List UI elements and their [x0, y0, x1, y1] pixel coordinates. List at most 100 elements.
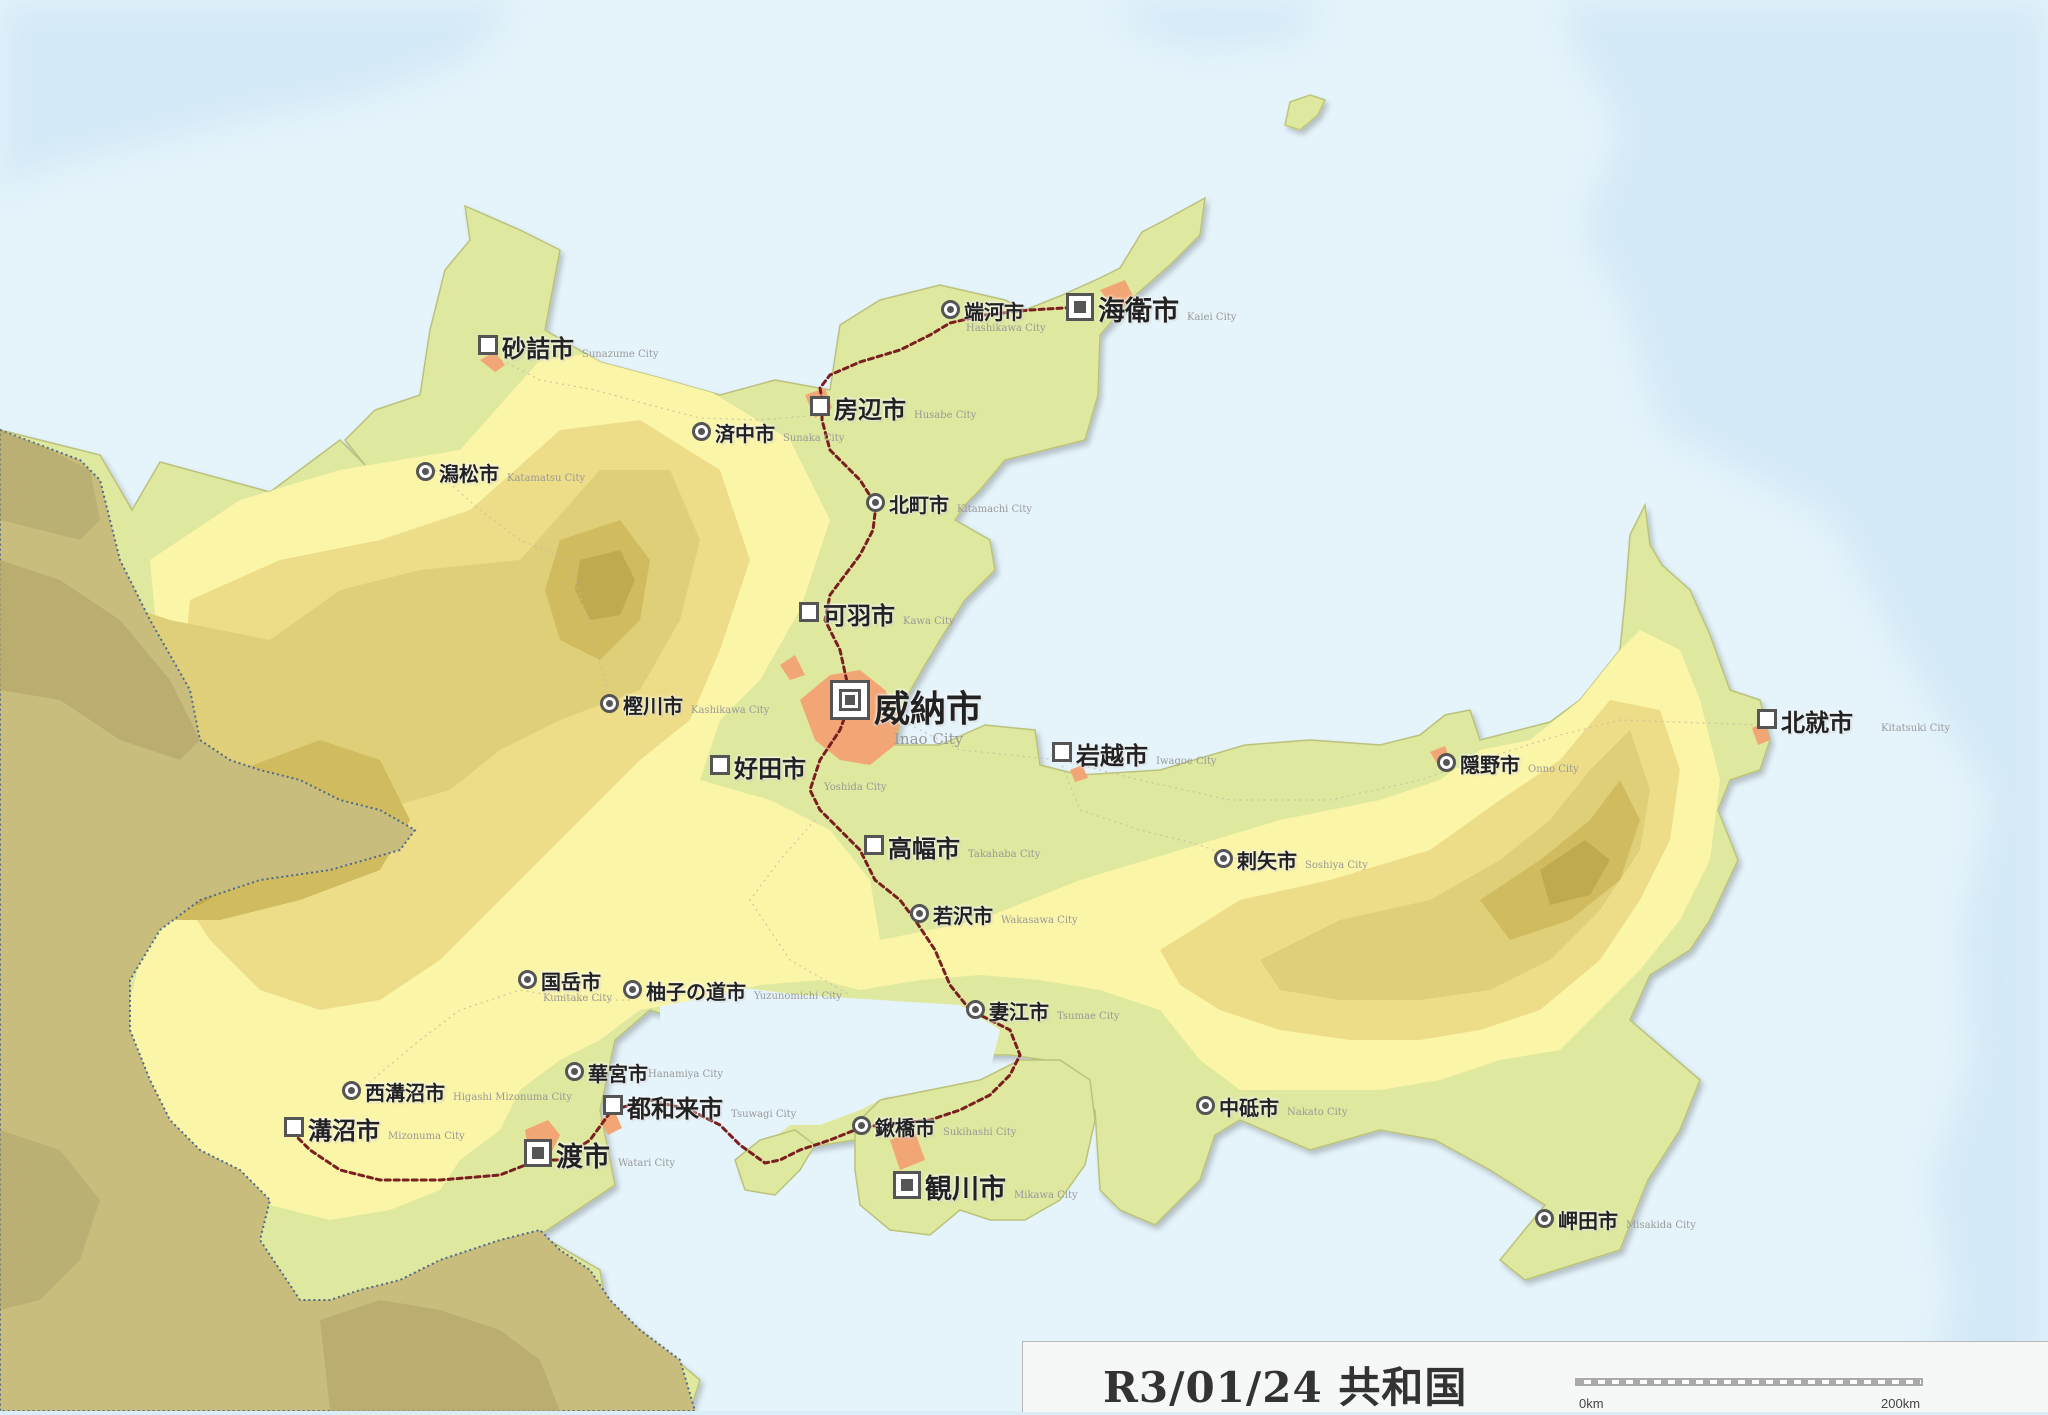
city-iwagoe[interactable]: 岩越市 Iwagoe City	[1052, 736, 1217, 771]
city-name-jp: 剌矢市	[1237, 849, 1297, 873]
railway	[293, 305, 1082, 1182]
city-mikawa[interactable]: 観川市 Mikawa City	[893, 1167, 1078, 1206]
city-name-en: Yuzunomichi City	[754, 991, 842, 1002]
town-marker-icon	[600, 694, 619, 713]
city-katamatsu[interactable]: 潟松市 Katamatsu City	[416, 458, 585, 487]
city-name-jp: 溝沼市	[308, 1116, 380, 1145]
city-name-jp: 可羽市	[823, 601, 895, 630]
city-hanamiya[interactable]: 華宮市 Hanamiya City	[565, 1058, 724, 1086]
city-name-jp: 渡市	[556, 1142, 610, 1173]
foreign-territory	[0, 428, 697, 1411]
city-name-en: Hanamiya City	[648, 1069, 724, 1080]
city-watari[interactable]: 渡市 Watari City	[524, 1135, 675, 1174]
city-marker-icon	[603, 1095, 623, 1115]
town-marker-icon	[623, 980, 642, 999]
minor-roads	[359, 351, 1761, 1091]
scale-label-start: 0km	[1579, 1396, 1604, 1411]
city-kawa[interactable]: 可羽市 Kawa City	[799, 596, 955, 631]
city-name-jp: 都和来市	[627, 1094, 723, 1123]
railway-line	[293, 305, 1082, 1182]
city-soshiya[interactable]: 剌矢市 Soshiya City	[1214, 845, 1368, 874]
city-marker-icon	[284, 1117, 304, 1137]
city-yoshida[interactable]: 好田市 Yoshida City	[710, 749, 887, 793]
city-marker-icon	[799, 602, 819, 622]
city-onno[interactable]: 隠野市 Onno City	[1437, 749, 1579, 778]
city-yuzunomichi[interactable]: 柚子の道市 Yuzunomichi City	[623, 976, 842, 1005]
city-name-en: Higashi Mizonuma City	[453, 1092, 572, 1103]
city-name-en: Katamatsu City	[507, 473, 586, 484]
major-city-marker-icon	[893, 1171, 921, 1199]
city-kitamachi[interactable]: 北町市 Kitamachi City	[866, 489, 1032, 518]
town-marker-icon	[1196, 1096, 1215, 1115]
city-name-en: Kitamachi City	[957, 504, 1033, 515]
city-tsuwagi[interactable]: 都和来市 Tsuwagi City	[603, 1089, 796, 1124]
city-mizonuma[interactable]: 溝沼市 Mizonuma City	[284, 1111, 465, 1146]
city-name-en: Mizonuma City	[388, 1131, 465, 1142]
town-marker-icon	[692, 422, 711, 441]
city-kashikawa[interactable]: 樫川市 Kashikawa City	[600, 690, 769, 719]
town-marker-icon	[518, 970, 537, 989]
map-title-date: R3/01/24 共和国	[1103, 1363, 1468, 1412]
city-name-jp: 端河市	[964, 300, 1024, 324]
city-inao[interactable]: 威納市 Inao City	[830, 680, 982, 748]
city-name-en: Watari City	[618, 1158, 676, 1169]
southern-bay	[660, 985, 1000, 1175]
city-name-jp: 隠野市	[1460, 753, 1520, 777]
city-name-jp: 北就市	[1781, 708, 1853, 737]
city-kunitake[interactable]: 国岳市 Kunitake City	[518, 966, 612, 1004]
city-name-en: Misakida City	[1626, 1220, 1696, 1231]
city-name-en: Takahaba City	[968, 849, 1041, 860]
city-name-en: Inao City	[894, 730, 964, 748]
city-sukihashi[interactable]: 鍬橋市 Sukihashi City	[852, 1112, 1016, 1141]
town-marker-icon	[941, 300, 960, 319]
city-marker-icon	[810, 396, 830, 416]
city-name-en: Kaiei City	[1187, 312, 1237, 323]
city-name-en: Wakasawa City	[1001, 915, 1078, 926]
town-marker-icon	[1535, 1209, 1554, 1228]
city-marker-icon	[1757, 709, 1777, 729]
city-name-en: Soshiya City	[1305, 860, 1368, 871]
town-marker-icon	[966, 1000, 985, 1019]
city-name-jp: 済中市	[715, 422, 775, 446]
major-city-marker-icon	[524, 1139, 552, 1167]
town-marker-icon	[866, 493, 885, 512]
city-kaiei[interactable]: 海衛市 Kaiei City	[1066, 289, 1236, 328]
national-capital-marker-icon	[830, 680, 870, 720]
city-tsumae[interactable]: 妻江市 Tsumae City	[966, 996, 1120, 1025]
town-marker-icon	[342, 1081, 361, 1100]
legend-panel: R3/01/24 共和国 0km 200km	[1022, 1341, 2048, 1412]
city-marker-icon	[1052, 742, 1072, 762]
city-name-jp: 海衛市	[1098, 296, 1179, 327]
highland-band	[0, 470, 1650, 1000]
city-name-jp: 鍬橋市	[875, 1116, 935, 1140]
city-sunazume[interactable]: 砂詰市 Sunazume City	[478, 329, 659, 364]
foreign-land-west	[0, 428, 697, 1411]
town-marker-icon	[416, 462, 435, 481]
city-name-jp: 岩越市	[1076, 741, 1148, 770]
city-husabe[interactable]: 房辺市 Husabe City	[810, 390, 976, 425]
city-name-jp: 潟松市	[439, 462, 499, 486]
city-name-jp: 房辺市	[834, 395, 906, 424]
city-name-jp: 樫川市	[623, 694, 683, 718]
city-name-en: Sunazume City	[582, 349, 659, 360]
city-nakato[interactable]: 中砥市 Nakato City	[1196, 1092, 1347, 1121]
city-wakasawa[interactable]: 若沢市 Wakasawa City	[910, 900, 1078, 929]
city-marker-icon	[710, 755, 730, 775]
city-name-en: Iwagoe City	[1156, 756, 1217, 767]
city-name-jp: 中砥市	[1219, 1096, 1279, 1120]
city-name-en: Mikawa City	[1014, 1190, 1078, 1201]
city-hashikawa[interactable]: 端河市 Hashikawa City	[941, 296, 1046, 334]
city-higashimizonuma[interactable]: 西溝沼市 Higashi Mizonuma City	[342, 1077, 572, 1106]
city-name-jp: 観川市	[925, 1174, 1006, 1205]
city-misakida[interactable]: 岬田市 Misakida City	[1535, 1205, 1696, 1234]
city-name-en: Husabe City	[914, 410, 977, 421]
city-name-en: Hashikawa City	[966, 323, 1046, 334]
city-name-jp: 高幅市	[888, 834, 960, 863]
city-name-en: Kawa City	[903, 616, 955, 627]
city-sunaka[interactable]: 済中市 Sunaka City	[692, 418, 844, 447]
city-name-en: Tsumae City	[1057, 1011, 1120, 1022]
city-name-en: Onno City	[1528, 764, 1579, 775]
city-takahaba[interactable]: 高幅市 Takahaba City	[864, 829, 1040, 864]
city-name-en: Sukihashi City	[943, 1127, 1017, 1138]
city-kitatsuki[interactable]: 北就市 Kitatsuki City	[1757, 703, 1950, 738]
